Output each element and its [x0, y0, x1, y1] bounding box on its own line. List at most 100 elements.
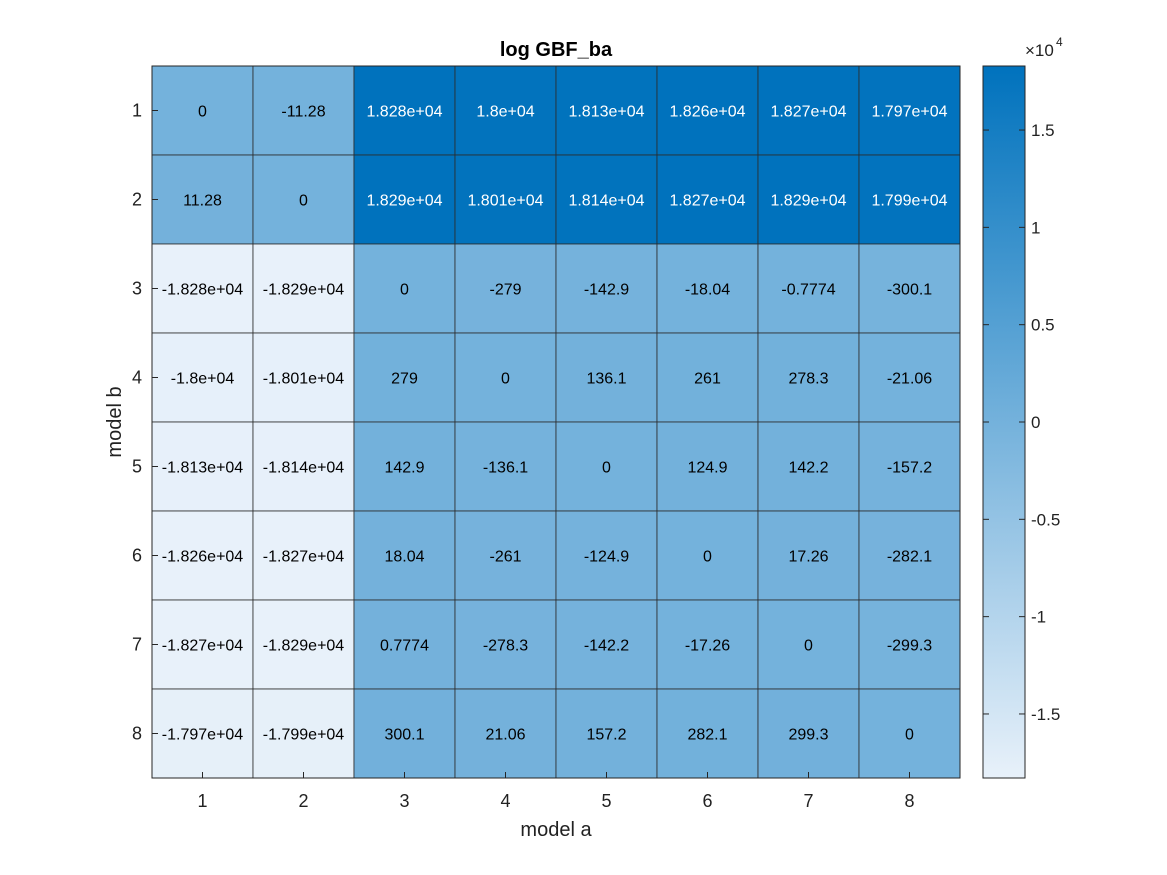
- heatmap-cell-label: -1.799e+04: [263, 727, 345, 744]
- colorbar-exponent-power: 4: [1056, 35, 1063, 49]
- heatmap-cell-label: 279: [391, 371, 418, 388]
- heatmap-cell: [252, 243, 355, 334]
- heatmap-cell: [656, 332, 759, 423]
- heatmap-cell: [757, 599, 860, 690]
- heatmap-cell: [858, 599, 961, 690]
- heatmap-cell-label: 0: [905, 727, 914, 744]
- y-axis-label: model b: [104, 386, 126, 457]
- heatmap-cell-label: -1.814e+04: [263, 460, 345, 477]
- heatmap-cell-label: 1.814e+04: [568, 193, 644, 210]
- x-tick-label: 2: [298, 791, 308, 811]
- y-tick-label: 4: [132, 368, 142, 388]
- chart-title: log GBF_ba: [500, 39, 613, 61]
- heatmap-cell-label: 157.2: [586, 727, 626, 744]
- heatmap-cell-label: 1.797e+04: [871, 104, 947, 121]
- heatmap-cell-label: -18.04: [685, 282, 730, 299]
- heatmap-cell-label: -0.7774: [781, 282, 835, 299]
- heatmap-cell: [555, 154, 658, 245]
- heatmap-cell: [757, 688, 860, 779]
- heatmap-cell: [757, 421, 860, 512]
- heatmap-cell: [656, 154, 759, 245]
- y-tick-label: 3: [132, 279, 142, 299]
- heatmap-cell: [555, 332, 658, 423]
- heatmap-cell-label: 0: [299, 193, 308, 210]
- y-tick-label: 5: [132, 457, 142, 477]
- x-tick-label: 5: [601, 791, 611, 811]
- heatmap-cell: [858, 65, 961, 156]
- heatmap-cell-label: 21.06: [485, 727, 525, 744]
- heatmap-cell-label: 1.827e+04: [669, 193, 745, 210]
- heatmap-cell: [656, 510, 759, 601]
- heatmap-cell-label: 282.1: [687, 727, 727, 744]
- heatmap-cell: [151, 65, 254, 156]
- heatmap-cell-label: -21.06: [887, 371, 932, 388]
- x-tick-label: 7: [803, 791, 813, 811]
- heatmap-cell-label: -282.1: [887, 549, 932, 566]
- heatmap-cell-label: -1.8e+04: [171, 371, 235, 388]
- heatmap-cell: [656, 599, 759, 690]
- heatmap-cell: [656, 243, 759, 334]
- heatmap-cell: [252, 599, 355, 690]
- heatmap-cell-label: 1.799e+04: [871, 193, 947, 210]
- heatmap-cell: [858, 154, 961, 245]
- heatmap-cell: [757, 510, 860, 601]
- heatmap-cell-label: 1.829e+04: [770, 193, 846, 210]
- heatmap-cell: [555, 599, 658, 690]
- heatmap-cell: [656, 421, 759, 512]
- colorbar: -1.5 -1 -0.5 0 0.5 1 1.5: [982, 65, 1060, 779]
- heatmap-cell: [151, 243, 254, 334]
- x-axis-ticks: 1 2 3 4 5 6 7 8: [197, 772, 915, 811]
- heatmap-cell: [353, 65, 456, 156]
- y-tick-label: 8: [132, 724, 142, 744]
- heatmap-cell-label: -124.9: [584, 549, 629, 566]
- heatmap-cell: [353, 510, 456, 601]
- heatmap-cell: [454, 421, 557, 512]
- heatmap-cell-label: -136.1: [483, 460, 528, 477]
- colorbar-gradient: [982, 65, 1026, 779]
- heatmap-cell: [151, 510, 254, 601]
- heatmap-cell-label: -1.829e+04: [263, 282, 345, 299]
- heatmap-cell-label: 1.8e+04: [476, 104, 534, 121]
- axes-frame: [151, 65, 961, 779]
- colorbar-tick-label: -1.5: [1031, 705, 1060, 724]
- x-tick-label: 6: [702, 791, 712, 811]
- x-tick-label: 1: [197, 791, 207, 811]
- heatmap-cell-label: 142.2: [788, 460, 828, 477]
- heatmap-cells: [151, 65, 961, 779]
- heatmap-cell-label: 124.9: [687, 460, 727, 477]
- heatmap-cell-label: 1.826e+04: [669, 104, 745, 121]
- heatmap-cell-label: 136.1: [586, 371, 626, 388]
- heatmap-cell-label: 0: [703, 549, 712, 566]
- heatmap-cell-label: -1.797e+04: [162, 727, 244, 744]
- heatmap-cell-label: 0.7774: [380, 638, 429, 655]
- heatmap-cell-label: 0: [198, 104, 207, 121]
- colorbar-tick-label: -1: [1031, 608, 1046, 627]
- heatmap-cell: [353, 599, 456, 690]
- heatmap-cell-label: 1.829e+04: [366, 193, 442, 210]
- heatmap-cell: [454, 243, 557, 334]
- y-tick-label: 6: [132, 546, 142, 566]
- y-tick-label: 7: [132, 635, 142, 655]
- y-axis-ticks: 1 2 3 4 5 6 7 8: [132, 101, 158, 744]
- heatmap-cell: [555, 510, 658, 601]
- heatmap-cell-label: 278.3: [788, 371, 828, 388]
- heatmap-cell-label: -142.9: [584, 282, 629, 299]
- heatmap-cell-label: 0: [501, 371, 510, 388]
- heatmap-cell-label: 1.828e+04: [366, 104, 442, 121]
- heatmap-cell-label: -142.2: [584, 638, 629, 655]
- heatmap-cell-label: -1.801e+04: [263, 371, 345, 388]
- heatmap-cell-label: 1.801e+04: [467, 193, 543, 210]
- heatmap-cell-label: 0: [602, 460, 611, 477]
- heatmap-cell-labels: 0 -11.28 1.828e+04 1.8e+04 1.813e+04 1.826e+0…: [162, 104, 948, 744]
- heatmap-cell-label: -11.28: [281, 104, 325, 121]
- heatmap-cell: [858, 688, 961, 779]
- heatmap-cell: [151, 332, 254, 423]
- heatmap-cell: [454, 599, 557, 690]
- heatmap-cell-label: 1.827e+04: [770, 104, 846, 121]
- heatmap-cell-label: -1.826e+04: [162, 549, 244, 566]
- heatmap-cell: [757, 332, 860, 423]
- heatmap-cell-label: 142.9: [384, 460, 424, 477]
- heatmap-cell-label: -1.827e+04: [263, 549, 345, 566]
- x-tick-label: 4: [500, 791, 510, 811]
- heatmap-cell: [353, 688, 456, 779]
